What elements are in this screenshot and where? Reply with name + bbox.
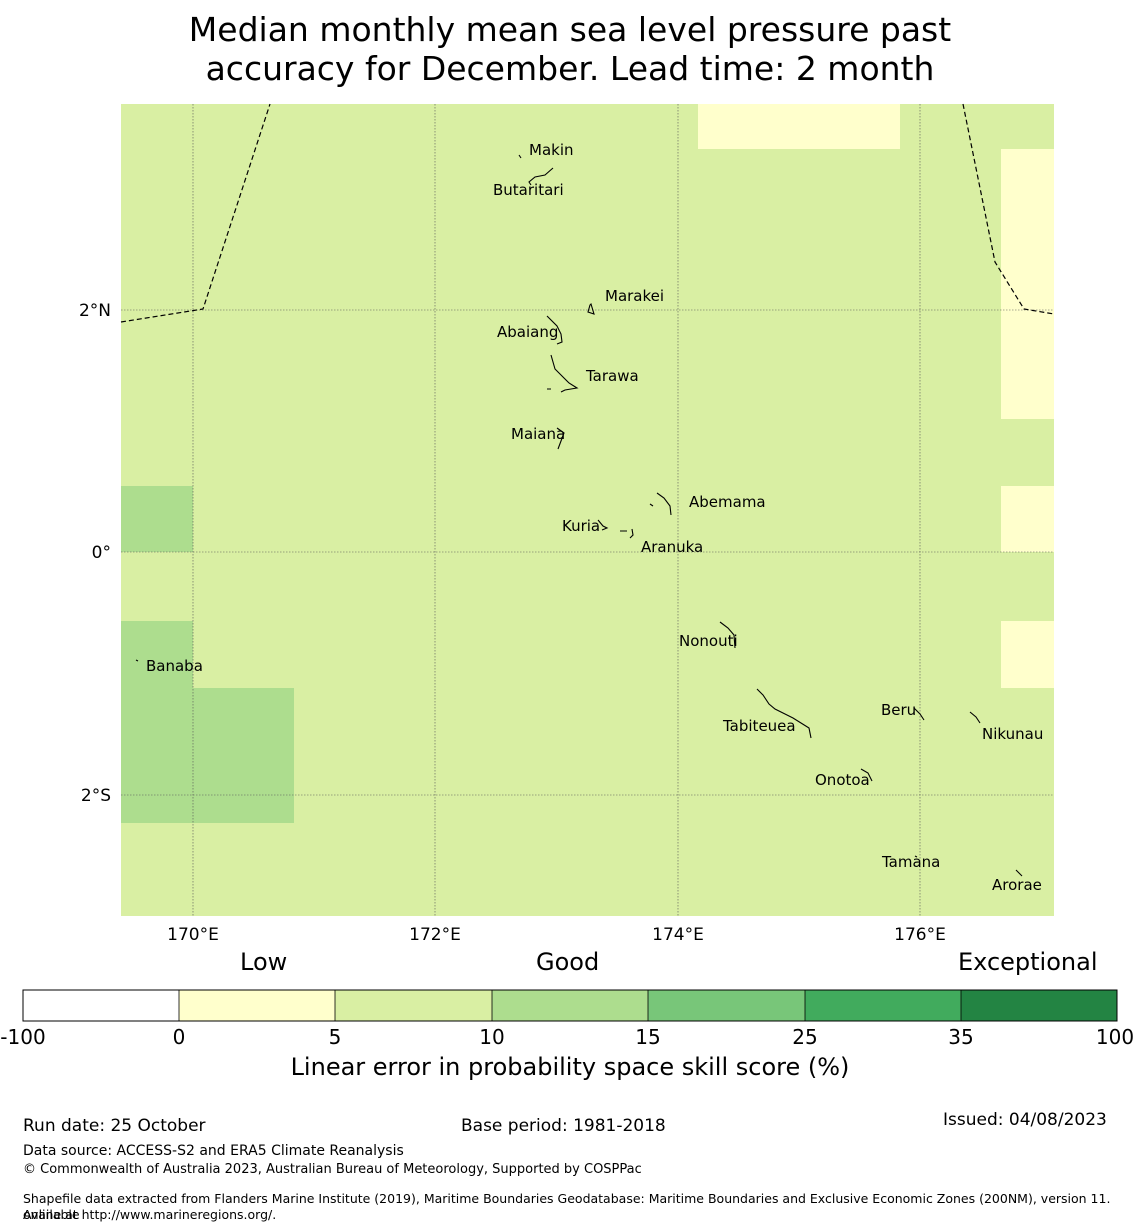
lon-tick: 176°E	[894, 925, 946, 945]
island-nikunau	[969, 711, 981, 724]
eez-boundary	[120, 103, 1055, 323]
label-maiana: Maiana	[511, 425, 565, 443]
lat-tick: 2°N	[79, 301, 111, 321]
island-banaba	[135, 659, 139, 662]
island-tabiteuea	[756, 688, 812, 739]
lon-tick: 170°E	[167, 925, 219, 945]
low-cell	[1001, 486, 1054, 552]
lat-tick: 2°S	[81, 786, 111, 806]
island-abaiang	[546, 315, 563, 345]
colorbar-label: 35	[948, 1025, 973, 1049]
shapefile-credit-2: online at http://www.marineregions.org/.	[23, 1207, 277, 1222]
colorbar-frame	[22, 989, 1118, 1022]
copyright: © Commonwealth of Australia 2023, Austra…	[23, 1162, 642, 1177]
label-tabiteuea: Tabiteuea	[722, 717, 796, 735]
colorbar-segment	[335, 990, 492, 1021]
category-low: Low	[240, 948, 288, 976]
lon-tick: 172°E	[409, 925, 461, 945]
label-butaritari: Butaritari	[493, 181, 564, 199]
label-kuria: Kuria	[562, 517, 600, 535]
island-marakei	[587, 302, 595, 315]
label-banaba: Banaba	[146, 657, 203, 675]
label-abaiang: Abaiang	[497, 323, 558, 341]
colorbar-label: 10	[479, 1025, 504, 1049]
island-butaritari	[528, 167, 554, 186]
colorbar-segment	[179, 990, 335, 1021]
label-nonouti: Nonouti	[679, 632, 738, 650]
data-source: Data source: ACCESS-S2 and ERA5 Climate …	[23, 1143, 404, 1159]
run-date: Run date: 25 October	[23, 1116, 206, 1136]
category-exceptional: Exceptional	[958, 948, 1098, 976]
island-abemama	[649, 492, 672, 516]
label-tarawa: Tarawa	[585, 367, 639, 385]
label-nikunau: Nikunau	[982, 725, 1043, 743]
island-tarawa	[547, 354, 579, 393]
colorbar-label: 100	[1096, 1025, 1134, 1049]
colorbar-title: Linear error in probability space skill …	[290, 1053, 850, 1081]
island-aranuka	[620, 528, 634, 539]
low-cell	[1001, 149, 1054, 419]
island-outlines	[135, 154, 1023, 877]
good-cell	[193, 688, 294, 823]
low-cell	[698, 104, 900, 149]
island-nonouti	[719, 621, 736, 649]
colorbar-label: 25	[792, 1025, 817, 1049]
gridlines	[121, 104, 1054, 916]
colorbar-segment	[23, 990, 179, 1021]
island-tamana	[914, 855, 918, 858]
map-title: Median monthly mean sea level pressure p…	[0, 10, 1140, 88]
lat-tick: 0°	[92, 543, 111, 563]
good-cell	[121, 621, 193, 823]
island-kuria	[597, 519, 609, 531]
colorbar-segment	[961, 990, 1117, 1021]
label-arorae: Arorae	[992, 876, 1042, 894]
colorbar-segment	[805, 990, 961, 1021]
label-tamana: Tamana	[881, 853, 940, 871]
base-period: Base period: 1981-2018	[461, 1116, 666, 1136]
island-arorae	[1015, 869, 1023, 877]
island-labels: Makin Butaritari Marakei Abaiang Tarawa …	[146, 141, 1043, 894]
island-maiana	[556, 427, 565, 450]
colorbar-label: 15	[635, 1025, 660, 1049]
label-abemama: Abemama	[689, 493, 766, 511]
colorbar-label: 5	[329, 1025, 342, 1049]
colorbar-label: 0	[173, 1025, 186, 1049]
category-good: Good	[536, 948, 600, 976]
label-marakei: Marakei	[605, 287, 664, 305]
axis-ticks: 170°E 172°E 174°E 176°E 2°N 0° 2°S	[79, 301, 946, 945]
title-line-1: Median monthly mean sea level pressure p…	[188, 10, 952, 49]
colorbar-segment	[648, 990, 805, 1021]
colorbar-label: -100	[0, 1025, 45, 1049]
issued-date: Issued: 04/08/2023	[943, 1110, 1107, 1130]
island-beru	[913, 707, 925, 721]
island-onotoa	[860, 768, 873, 782]
label-beru: Beru	[881, 701, 916, 719]
lon-tick: 174°E	[652, 925, 704, 945]
label-onotoa: Onotoa	[815, 771, 870, 789]
shapefile-credit-1: Shapefile data extracted from Flanders M…	[23, 1191, 1111, 1222]
label-aranuka: Aranuka	[641, 538, 703, 556]
colorbar-segment	[492, 990, 648, 1021]
island-makin	[518, 154, 522, 159]
low-cell	[1001, 621, 1054, 688]
colorbar: -100 0 5 10 15 25 35 100	[0, 989, 1134, 1049]
good-cell	[121, 486, 193, 552]
label-makin: Makin	[529, 141, 574, 159]
title-line-2: accuracy for December. Lead time: 2 mont…	[205, 49, 935, 88]
